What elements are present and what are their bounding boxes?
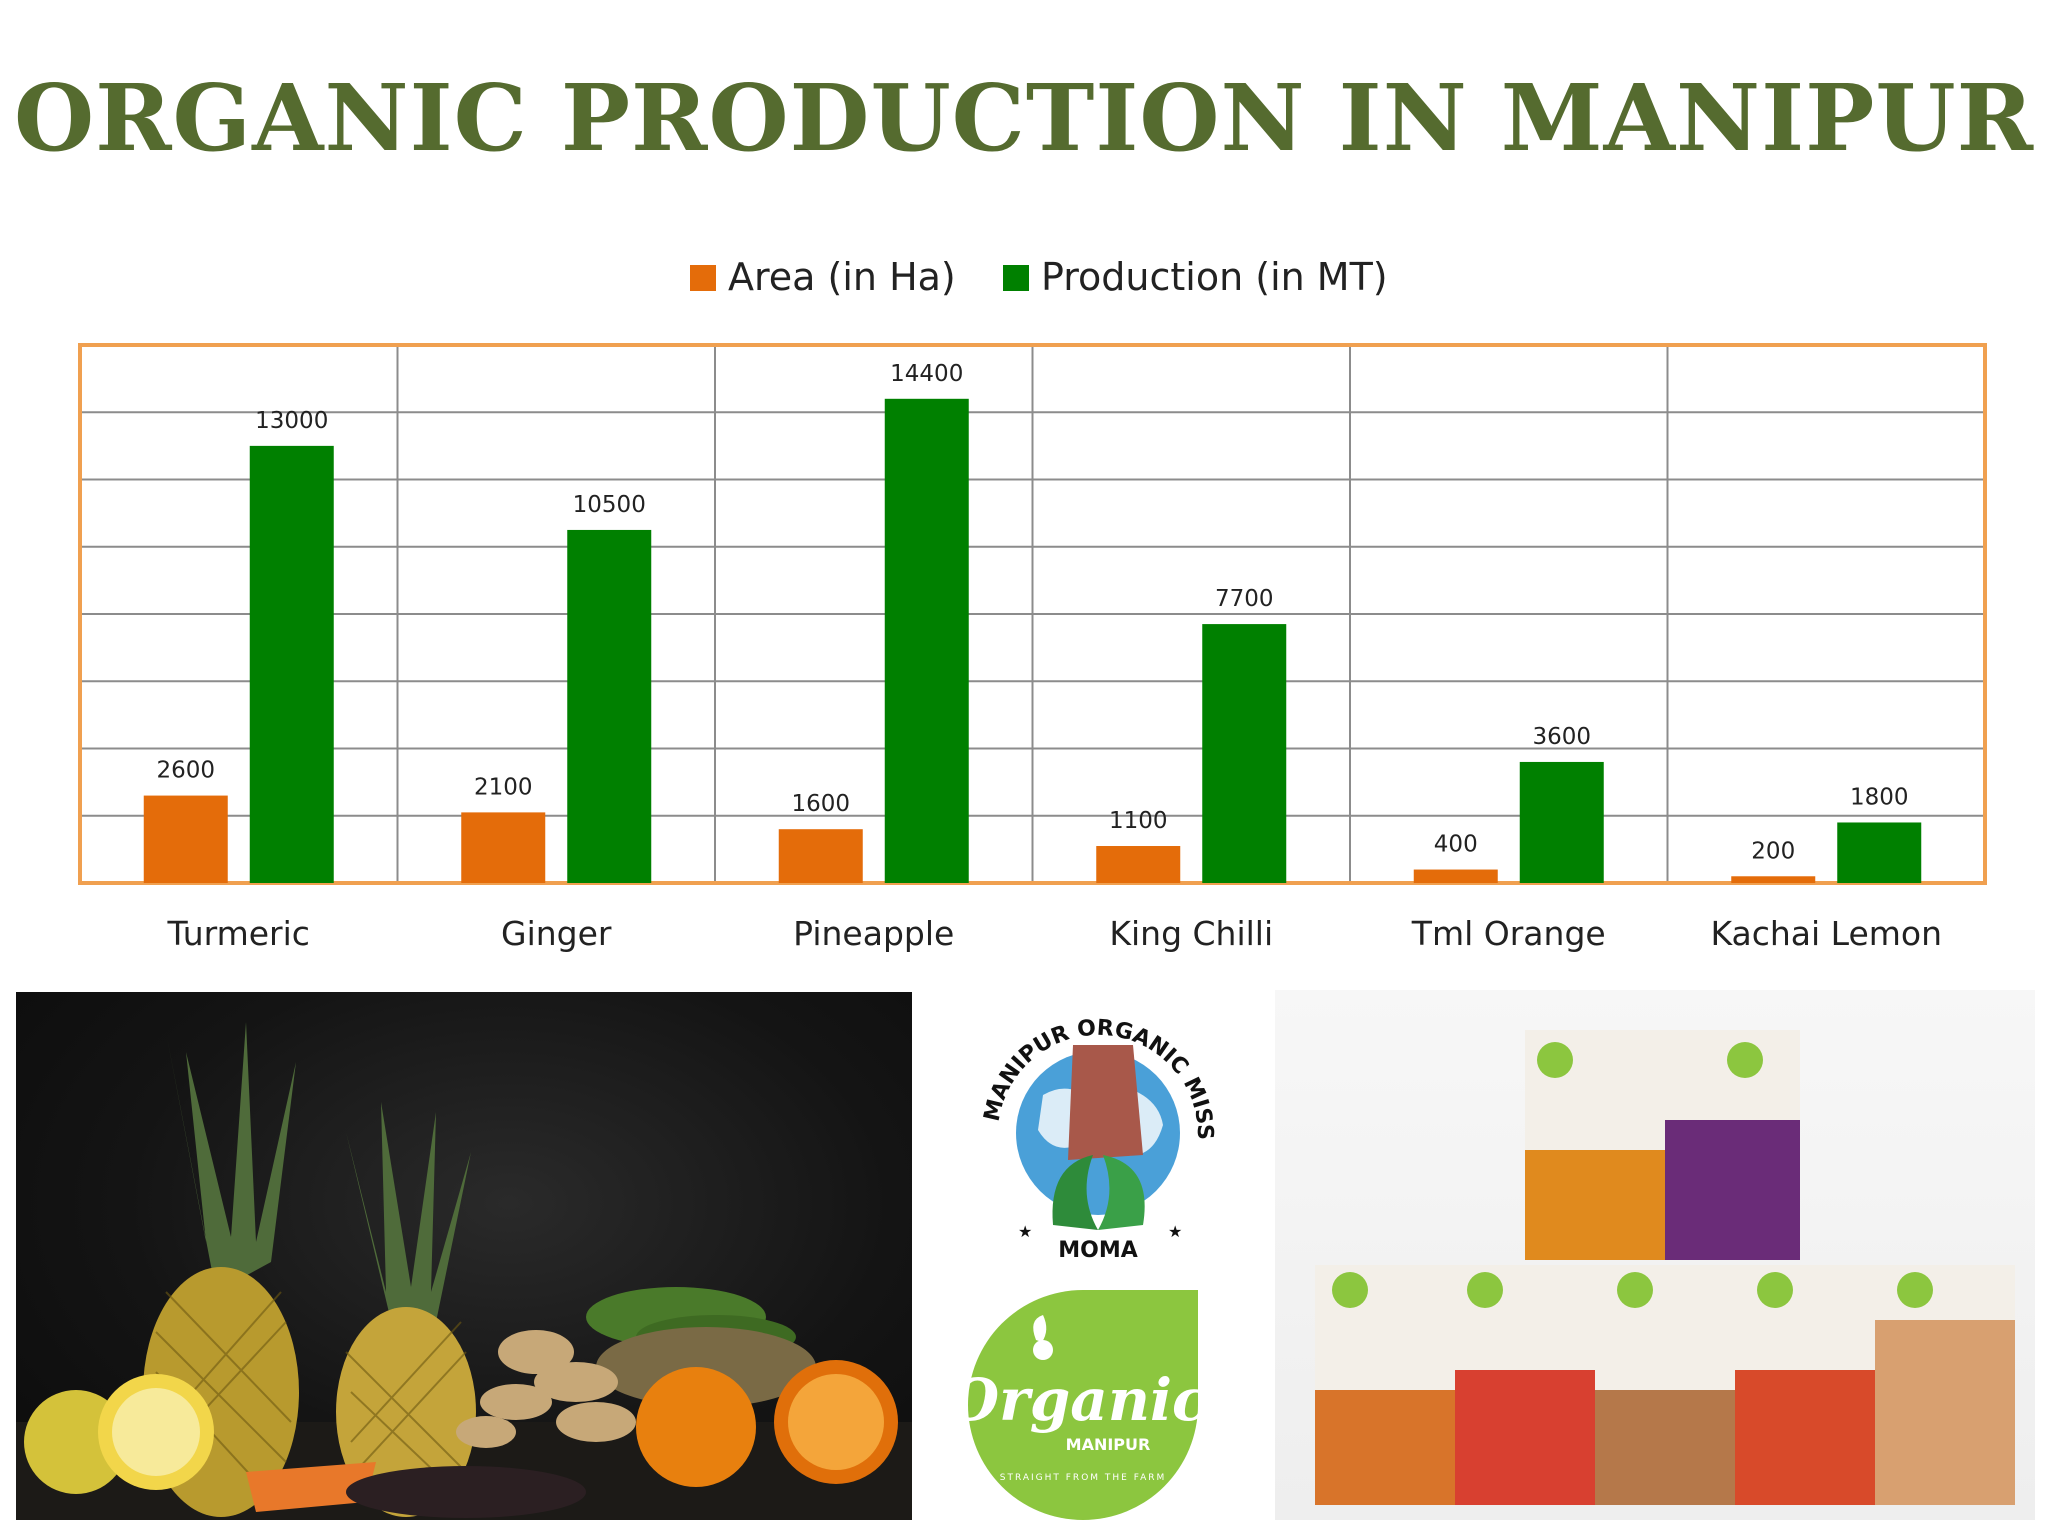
- category-label-3: King Chilli: [1109, 914, 1273, 953]
- bar-area-0: [143, 795, 228, 883]
- bar-area-5: [1731, 876, 1816, 883]
- data-label-production-5: 1800: [1850, 784, 1909, 810]
- category-label-4: Tml Orange: [1411, 914, 1606, 953]
- data-label-area-4: 400: [1434, 832, 1478, 858]
- bar-production-5: [1837, 822, 1922, 883]
- legend-label-0: Area (in Ha): [728, 255, 956, 299]
- legend: Area (in Ha) Production (in MT): [690, 255, 1388, 299]
- data-label-production-0: 13000: [255, 408, 328, 434]
- bar-area-4: [1413, 869, 1498, 883]
- category-label-2: Pineapple: [793, 914, 954, 953]
- moma-logo: MANIPUR ORGANIC MISSION AGENCY MOMA ★ ★: [958, 985, 1238, 1267]
- moma-text: MOMA: [1058, 1238, 1138, 1263]
- organic-product-packages-photo: [1275, 990, 2035, 1520]
- data-label-area-3: 1100: [1109, 808, 1168, 834]
- data-label-area-5: 200: [1751, 838, 1795, 864]
- organic-sub-text: MANIPUR: [1066, 1435, 1151, 1454]
- data-label-production-1: 10500: [573, 492, 646, 518]
- bar-production-1: [567, 529, 652, 883]
- svg-text:★: ★: [1168, 1224, 1182, 1241]
- category-label-5: Kachai Lemon: [1710, 914, 1942, 953]
- organic-manipur-logo: Organic MANIPUR STRAIGHT FROM THE FARM: [958, 1280, 1208, 1530]
- data-label-area-2: 1600: [791, 791, 850, 817]
- category-label-1: Ginger: [501, 914, 612, 953]
- data-labels: 2600 13000 2100 10500 1600 14400 1100 7700 400 36…: [156, 361, 1908, 864]
- bar-area-3: [1096, 846, 1181, 883]
- data-label-production-2: 14400: [890, 361, 963, 387]
- category-label-0: Turmeric: [167, 914, 310, 953]
- grid-lines: [78, 343, 1987, 885]
- plot-border: [78, 343, 1987, 885]
- bar-chart: Area (in Ha) Production (in MT) 2600 13000…: [78, 255, 1987, 953]
- legend-swatch-1: [1003, 265, 1029, 291]
- bars: [143, 398, 1922, 883]
- page-title: ORGANIC PRODUCTION IN MANIPUR: [13, 64, 2035, 172]
- data-label-area-0: 2600: [156, 758, 215, 784]
- legend-label-1: Production (in MT): [1041, 255, 1388, 299]
- bar-production-0: [249, 445, 334, 883]
- bar-area-2: [778, 829, 863, 883]
- category-labels: Turmeric Ginger Pineapple King Chilli Tml Or…: [167, 914, 1942, 953]
- bar-production-3: [1202, 624, 1287, 883]
- data-label-area-1: 2100: [474, 774, 533, 800]
- bar-production-2: [884, 398, 969, 883]
- legend-swatch-0: [690, 265, 716, 291]
- bar-production-4: [1519, 761, 1604, 883]
- data-label-production-4: 3600: [1532, 724, 1591, 750]
- svg-text:★: ★: [1018, 1224, 1032, 1241]
- bar-area-1: [461, 812, 546, 883]
- organic-tagline-text: STRAIGHT FROM THE FARM: [1000, 1473, 1167, 1483]
- organic-brand-text: Organic: [958, 1366, 1207, 1434]
- data-label-production-3: 7700: [1215, 586, 1274, 612]
- produce-photo: [16, 992, 912, 1520]
